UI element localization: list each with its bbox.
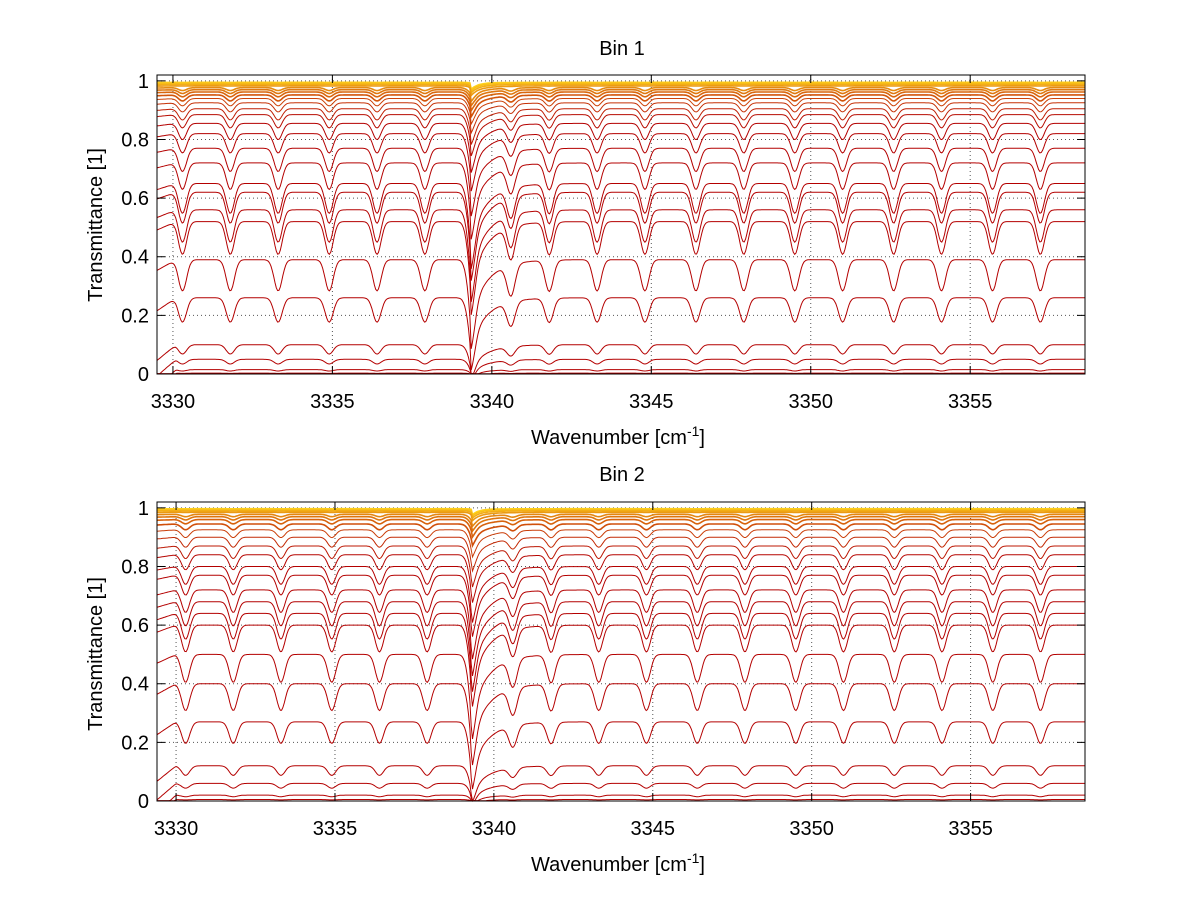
series-line xyxy=(156,133,1085,192)
chart-title: Bin 1 xyxy=(599,38,645,60)
x-axis-label: Wavenumber [cm-1] xyxy=(531,850,705,876)
series-line xyxy=(156,624,1085,707)
y-axis-label: Transmittance [1] xyxy=(85,148,107,302)
series-line xyxy=(156,94,1085,120)
series-line xyxy=(157,507,1085,516)
series-line xyxy=(156,297,1085,371)
series-line xyxy=(156,518,1085,539)
series-line xyxy=(157,85,1085,98)
plot-area-frame xyxy=(156,74,1086,375)
y-tick-label: 0.8 xyxy=(121,556,149,578)
series-line xyxy=(157,510,1085,520)
series-line xyxy=(156,721,1085,790)
y-tick-label: 1 xyxy=(138,71,149,93)
series-line xyxy=(156,612,1085,692)
chart-title: Bin 2 xyxy=(599,464,645,486)
panel-1-series xyxy=(156,81,1085,375)
x-tick-label: 3355 xyxy=(948,391,993,413)
series-line xyxy=(156,108,1085,145)
series-line xyxy=(156,102,1085,135)
series-line xyxy=(156,683,1085,766)
series-line xyxy=(156,122,1085,173)
series-line xyxy=(157,794,1085,802)
series-line xyxy=(157,513,1085,528)
series-line xyxy=(156,98,1085,126)
y-tick-label: 0.6 xyxy=(121,615,149,637)
series-line xyxy=(156,221,1085,315)
y-axis-label: Transmittance [1] xyxy=(85,577,107,731)
series-line xyxy=(156,536,1085,573)
series-line xyxy=(156,554,1085,603)
series-line xyxy=(156,344,1085,375)
series-line xyxy=(156,515,1085,533)
series-line xyxy=(156,653,1085,740)
x-tick-label: 3340 xyxy=(472,818,517,840)
series-line xyxy=(157,511,1085,523)
series-line xyxy=(157,369,1085,375)
series-line xyxy=(156,765,1085,803)
plot-area-frame xyxy=(156,501,1086,802)
y-tick-label: 0.8 xyxy=(121,129,149,151)
x-tick-label: 3350 xyxy=(788,391,833,413)
series-line xyxy=(157,799,1085,802)
series-line xyxy=(156,114,1085,157)
y-tick-label: 1 xyxy=(138,498,149,520)
series-line xyxy=(157,81,1085,91)
panel-2-series xyxy=(156,507,1085,803)
series-line xyxy=(156,566,1085,623)
y-tick-label: 0.4 xyxy=(121,247,149,269)
x-tick-label: 3330 xyxy=(154,818,199,840)
series-line xyxy=(156,589,1085,660)
panel-2-grid xyxy=(157,502,1085,802)
panel-2-ticks: 3330 3335 3340 3345 3350 3355 0 0.2 0.4 0.6 0.8 1 xyxy=(121,498,1085,840)
series-line xyxy=(156,147,1085,217)
series-line xyxy=(157,358,1085,375)
x-tick-label: 3330 xyxy=(151,391,196,413)
x-tick-label: 3350 xyxy=(789,818,834,840)
series-line xyxy=(156,601,1085,676)
y-tick-label: 0 xyxy=(138,364,149,386)
panel-1-ticks: 3330 3335 3340 3345 3350 3355 0 0.2 0.4 0.6 0.8 1 xyxy=(121,71,1085,413)
series-line xyxy=(157,508,1085,518)
x-tick-label: 3340 xyxy=(470,391,515,413)
series-line xyxy=(157,82,1085,93)
x-axis-label: Wavenumber [cm-1] xyxy=(531,423,705,449)
series-line xyxy=(156,209,1085,302)
x-tick-label: 3355 xyxy=(948,818,993,840)
series-line xyxy=(156,574,1085,637)
x-tick-label: 3345 xyxy=(631,818,676,840)
x-tick-label: 3345 xyxy=(629,391,674,413)
series-line xyxy=(156,191,1085,281)
series-line xyxy=(157,83,1085,95)
series-line xyxy=(156,545,1085,588)
series-line xyxy=(156,259,1085,349)
series-line xyxy=(156,529,1085,559)
series-line xyxy=(156,183,1085,269)
series-line xyxy=(156,91,1085,113)
panel-bin-2: Bin 2 3330 3335 3340 3345 3350 3355 0 0.2 0.4 0.6… xyxy=(85,464,1086,876)
series-line xyxy=(156,782,1085,802)
x-tick-label: 3335 xyxy=(310,391,355,413)
y-tick-label: 0.4 xyxy=(121,674,149,696)
y-tick-label: 0.2 xyxy=(121,732,149,754)
y-tick-label: 0 xyxy=(138,791,149,813)
series-line xyxy=(156,162,1085,240)
series-line xyxy=(157,86,1085,104)
y-tick-label: 0.2 xyxy=(121,305,149,327)
y-tick-label: 0.6 xyxy=(121,188,149,210)
series-line xyxy=(157,372,1085,375)
x-tick-label: 3335 xyxy=(313,818,358,840)
panel-bin-1: Bin 1 3330 3335 3340 3345 3350 3355 0 0.2 0.4 0.6… xyxy=(85,38,1086,449)
series-line xyxy=(156,523,1085,548)
series-line xyxy=(156,88,1085,108)
panel-1-grid xyxy=(157,75,1085,375)
